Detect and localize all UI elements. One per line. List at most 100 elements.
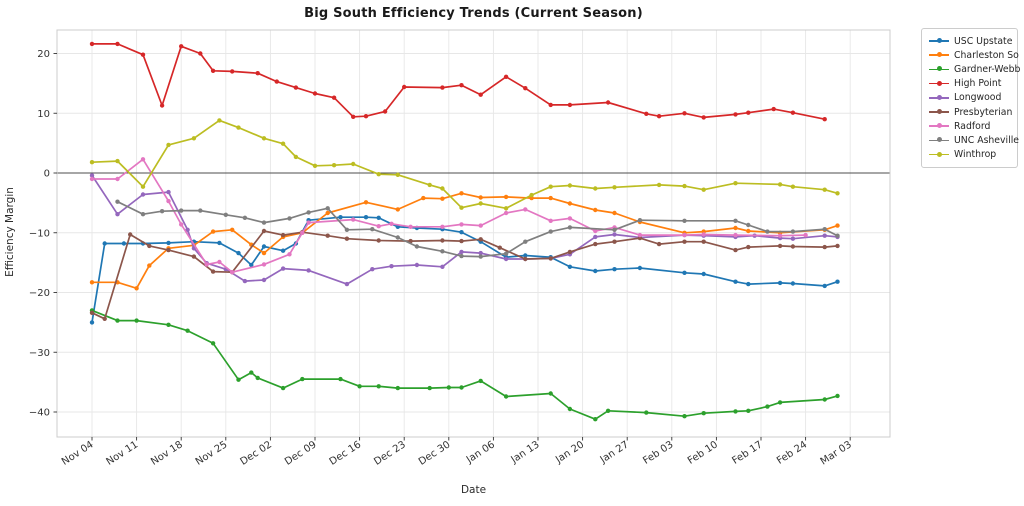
data-point: [822, 233, 827, 238]
legend-line-marker-icon: [929, 65, 949, 73]
data-point: [682, 270, 687, 275]
data-point: [701, 232, 706, 237]
data-point: [605, 100, 611, 105]
data-point: [765, 404, 770, 409]
data-point: [567, 225, 573, 230]
x-tick-label: Jan 06: [464, 439, 497, 466]
data-point: [567, 201, 573, 206]
data-point: [389, 264, 394, 269]
data-point: [261, 250, 267, 256]
data-point: [344, 236, 350, 241]
data-point: [822, 187, 827, 192]
data-point: [306, 210, 311, 215]
x-tick-label: Dec 23: [372, 439, 408, 467]
data-point: [236, 125, 241, 130]
data-point: [89, 173, 95, 178]
data-point: [746, 281, 751, 287]
data-point: [612, 232, 617, 237]
data-point: [548, 102, 553, 108]
data-point: [771, 106, 776, 112]
data-point: [280, 266, 286, 271]
data-point: [115, 41, 120, 47]
legend-label: Gardner-Webb: [954, 63, 1021, 75]
data-point: [701, 187, 706, 192]
data-point: [656, 182, 662, 188]
data-point: [459, 249, 464, 255]
chart-title: Big South Efficiency Trends (Current Sea…: [304, 6, 643, 21]
data-point: [593, 234, 598, 240]
data-point: [261, 228, 267, 234]
data-point: [427, 182, 432, 188]
x-tick-label: Dec 09: [283, 439, 319, 467]
data-point: [217, 118, 222, 123]
data-point: [89, 160, 95, 165]
data-point: [612, 267, 617, 272]
data-point: [440, 224, 445, 229]
data-point: [733, 112, 738, 117]
data-point: [376, 215, 381, 220]
data-point: [567, 183, 573, 188]
data-point: [325, 233, 330, 238]
data-point: [605, 408, 611, 413]
data-point: [637, 232, 643, 238]
data-point: [822, 283, 827, 289]
legend-line-marker-icon: [929, 151, 949, 159]
data-point: [402, 84, 407, 90]
data-point: [682, 111, 687, 116]
y-tick-label: 10: [37, 109, 50, 120]
data-point: [230, 227, 235, 232]
data-point: [242, 278, 248, 284]
data-point: [503, 206, 509, 211]
data-point: [89, 41, 95, 47]
data-point: [440, 249, 445, 254]
data-point: [478, 237, 483, 242]
data-point: [503, 194, 509, 200]
data-point: [115, 318, 120, 323]
data-point: [395, 235, 400, 240]
data-point: [822, 244, 827, 250]
data-point: [191, 136, 197, 141]
data-point: [210, 269, 216, 274]
legend-item-unc-asheville: UNC Asheville: [929, 133, 1019, 147]
data-point: [567, 264, 573, 269]
legend-label: Charleston So: [954, 49, 1019, 61]
data-point: [478, 254, 483, 259]
legend-item-presbyterian: Presbyterian: [929, 105, 1012, 119]
data-point: [682, 414, 687, 419]
data-point: [287, 216, 292, 221]
data-point: [682, 183, 687, 189]
data-point: [612, 239, 617, 244]
data-point: [593, 207, 598, 213]
legend-line-marker-icon: [929, 51, 949, 59]
data-point: [363, 200, 369, 205]
data-point: [293, 85, 299, 90]
data-point: [376, 238, 381, 243]
data-point: [344, 227, 350, 232]
data-point: [733, 181, 738, 186]
data-point: [140, 184, 146, 189]
data-point: [331, 163, 337, 168]
data-point: [567, 216, 573, 221]
data-point: [440, 196, 445, 201]
data-point: [363, 215, 369, 220]
legend-item-gardner-webb: Gardner-Webb: [929, 62, 1020, 76]
data-point: [746, 110, 751, 115]
data-point: [644, 111, 649, 117]
data-point: [777, 400, 783, 405]
data-point: [179, 44, 184, 49]
y-tick-label: −30: [29, 348, 50, 359]
data-point: [210, 68, 216, 74]
data-point: [427, 385, 432, 391]
legend-item-winthrop: Winthrop: [929, 148, 1010, 162]
data-point: [459, 83, 464, 88]
data-point: [548, 195, 553, 201]
data-point: [835, 233, 840, 238]
data-point: [382, 109, 388, 114]
data-point: [835, 223, 840, 228]
data-point: [179, 222, 184, 227]
data-point: [140, 212, 146, 217]
y-tick-label: −10: [29, 228, 50, 239]
legend-label: Winthrop: [954, 149, 997, 161]
data-point: [777, 280, 783, 286]
data-point: [128, 232, 133, 237]
